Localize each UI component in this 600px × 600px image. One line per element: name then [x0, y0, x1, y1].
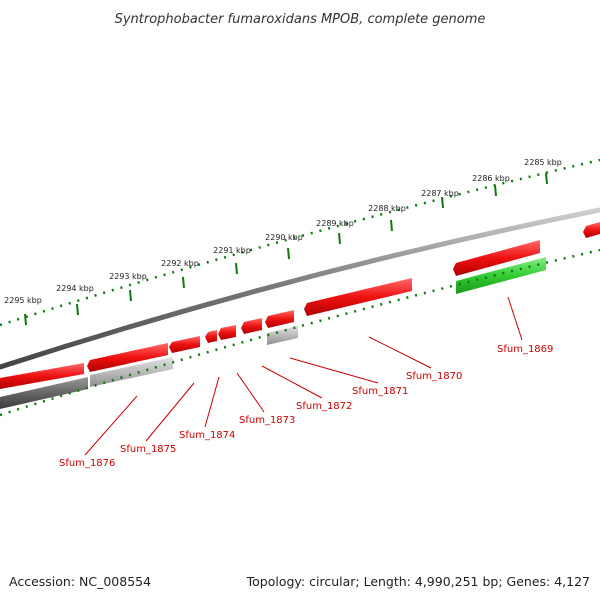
tick-2288: 2288 kbp: [368, 204, 406, 232]
tick-2293: 2293 kbp: [109, 272, 147, 302]
tick-label-2293: 2293 kbp: [109, 272, 147, 281]
gene-feature-sfum-1875-forward[interactable]: [87, 343, 168, 372]
tick-label-2289: 2289 kbp: [316, 219, 354, 228]
tick-2287: 2287 kbp: [421, 189, 459, 209]
leader-sfum-1872: [261, 365, 323, 399]
gene-feature-sfum-1876-forward[interactable]: [0, 363, 84, 389]
gene-feature-sfum-1871-forward[interactable]: [241, 318, 262, 334]
genome-summary-text: Topology: circular; Length: 4,990,251 bp…: [246, 574, 590, 589]
gene-feature-dark-gray[interactable]: [0, 377, 88, 409]
gene-feature-sfum-1870-forward[interactable]: [265, 310, 294, 328]
leader-sfum-1870: [368, 336, 432, 369]
leader-sfum-1874: [204, 376, 220, 428]
tick-2292: 2292 kbp: [161, 259, 199, 289]
scale-ticks: 2285 kbp 2286 kbp 2287 kbp 2288 kbp 2289…: [4, 158, 562, 326]
tick-label-2294: 2294 kbp: [56, 284, 94, 293]
reverse-strand-features: [0, 257, 546, 409]
leader-sfum-1873: [236, 372, 265, 413]
tick-label-2288: 2288 kbp: [368, 204, 406, 213]
tick-2291: 2291 kbp: [213, 246, 251, 275]
outer-tick-ring: [0, 158, 600, 327]
gene-label-sfum-1876[interactable]: Sfum_1876: [59, 458, 115, 469]
tick-2290: 2290 kbp: [265, 233, 303, 260]
gene-feature-next-forward[interactable]: [583, 222, 600, 238]
gene-feature-sfum-1874-forward[interactable]: [169, 336, 200, 353]
gene-label-sfum-1869[interactable]: Sfum_1869: [497, 344, 553, 355]
gene-label-sfum-1871[interactable]: Sfum_1871: [352, 386, 408, 397]
gene-feature-light-gray-2[interactable]: [267, 326, 298, 345]
gene-feature-sfum-1872-forward[interactable]: [218, 325, 236, 340]
leader-sfum-1869: [507, 296, 523, 341]
gene-label-sfum-1874[interactable]: Sfum_1874: [179, 430, 235, 441]
gene-feature-sfum-1869-forward[interactable]: [453, 240, 540, 276]
map-title: Syntrophobacter fumaroxidans MPOB, compl…: [115, 12, 486, 27]
gene-label-sfum-1873[interactable]: Sfum_1873: [239, 415, 295, 426]
tick-label-2286: 2286 kbp: [472, 174, 510, 183]
tick-label-2287: 2287 kbp: [421, 189, 459, 198]
tick-2295: 2295 kbp: [4, 296, 42, 326]
genome-backbone: [0, 207, 600, 370]
gene-feature-sfum-1873-forward[interactable]: [205, 330, 217, 343]
tick-label-2292: 2292 kbp: [161, 259, 199, 268]
tick-2289: 2289 kbp: [316, 219, 354, 245]
gene-label-sfum-1870[interactable]: Sfum_1870: [406, 371, 462, 382]
leader-sfum-1875: [145, 382, 195, 442]
tick-label-2295: 2295 kbp: [4, 296, 42, 305]
gene-label-sfum-1875[interactable]: Sfum_1875: [120, 444, 176, 455]
leader-sfum-1871: [289, 357, 379, 384]
forward-strand-genes: [0, 222, 600, 389]
gene-feature-rna-green[interactable]: [456, 257, 546, 294]
tick-label-2290: 2290 kbp: [265, 233, 303, 242]
accession-text: Accession: NC_008554: [9, 574, 151, 589]
leader-sfum-1876: [84, 395, 138, 456]
tick-2294: 2294 kbp: [56, 284, 94, 316]
tick-2286: 2286 kbp: [472, 174, 510, 197]
gene-labels: Sfum_1869 Sfum_1870 Sfum_1871 Sfum_1872 …: [59, 296, 553, 469]
tick-label-2291: 2291 kbp: [213, 246, 251, 255]
tick-2285: 2285 kbp: [524, 158, 562, 185]
gene-feature-light-gray-1[interactable]: [90, 357, 173, 387]
gene-label-sfum-1872[interactable]: Sfum_1872: [296, 401, 352, 412]
gene-feature-sfum-1870b-forward[interactable]: [304, 278, 412, 316]
tick-label-2285: 2285 kbp: [524, 158, 562, 167]
